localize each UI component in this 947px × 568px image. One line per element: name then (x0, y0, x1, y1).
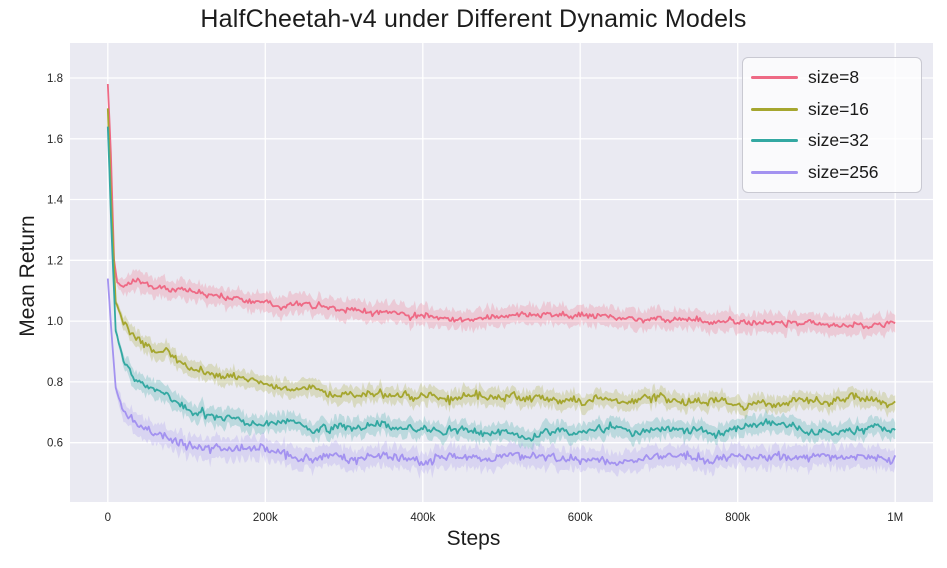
legend-label: size=16 (808, 98, 869, 119)
legend-item-size-16: size=16 (751, 94, 921, 126)
svg-text:0: 0 (105, 512, 111, 524)
legend-line-swatch (751, 170, 798, 174)
svg-text:400k: 400k (410, 512, 435, 524)
legend-line-swatch (751, 76, 798, 80)
svg-text:0.6: 0.6 (47, 438, 63, 450)
legend-label: size=8 (808, 67, 860, 87)
legend-item-size-8: size=8 (751, 62, 921, 94)
svg-text:1M: 1M (887, 512, 903, 524)
y-axis-label: Mean Return (16, 215, 39, 337)
svg-text:1.2: 1.2 (47, 255, 63, 267)
chart-title: HalfCheetah-v4 under Different Dynamic M… (200, 5, 747, 33)
svg-text:1.6: 1.6 (47, 134, 63, 146)
svg-text:1.0: 1.0 (47, 316, 63, 328)
legend-item-size-32: size=32 (751, 125, 921, 157)
svg-text:0.8: 0.8 (47, 377, 63, 389)
legend-line-swatch (751, 139, 798, 143)
svg-text:200k: 200k (253, 512, 278, 524)
svg-text:600k: 600k (568, 512, 593, 524)
svg-text:800k: 800k (725, 512, 750, 524)
svg-text:1.4: 1.4 (47, 195, 64, 207)
legend-label: size=32 (808, 130, 869, 150)
svg-text:1.8: 1.8 (47, 73, 63, 85)
legend: size=8 size=16 size=32 size=256 (742, 57, 922, 193)
x-axis-label: Steps (446, 527, 501, 550)
legend-item-size-256: size=256 (751, 157, 921, 189)
legend-line-swatch (751, 107, 798, 111)
legend-label: size=256 (808, 161, 879, 182)
